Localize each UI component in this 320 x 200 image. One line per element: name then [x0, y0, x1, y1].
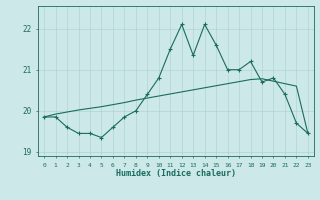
X-axis label: Humidex (Indice chaleur): Humidex (Indice chaleur) — [116, 169, 236, 178]
